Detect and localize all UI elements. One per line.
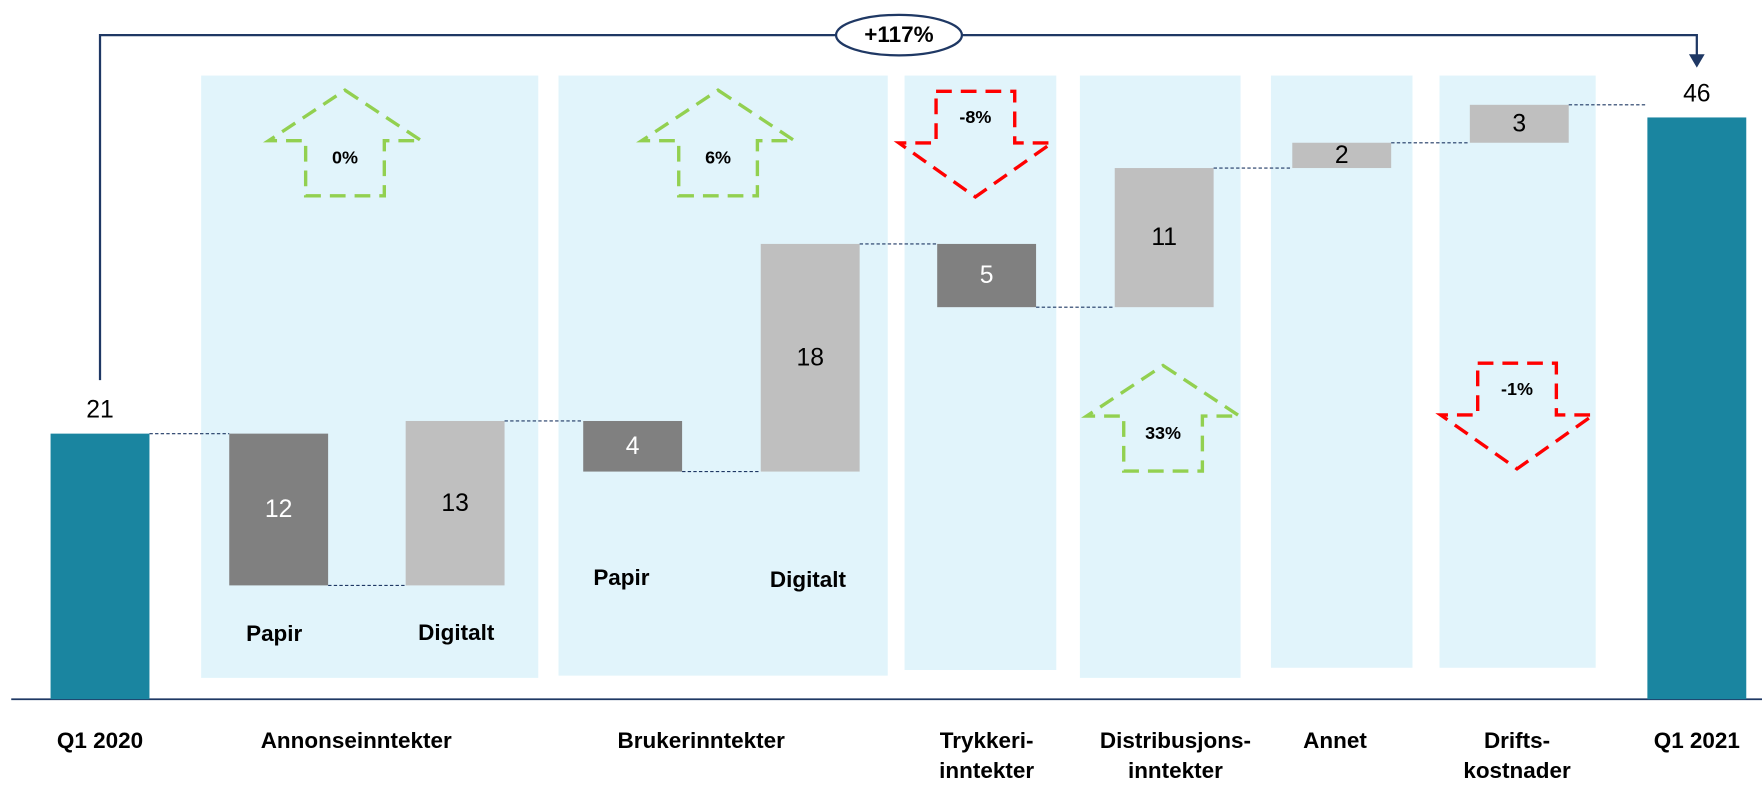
category-label: inntekter [939,758,1034,783]
change-arrow [1435,361,1599,471]
change-label: 0% [332,147,358,167]
value-label: 2 [1335,142,1349,169]
category-label: inntekter [1128,758,1223,783]
bar [229,433,329,586]
value-label: 21 [86,397,114,424]
category-label: kostnader [1463,758,1571,783]
change-arrow [1081,363,1246,473]
sublabel: Papir [246,621,302,646]
value-label: 12 [265,496,293,523]
annotation-arrowhead [1688,54,1705,68]
bar [405,420,505,586]
category-label: Q1 2021 [1654,728,1740,753]
panel [1079,75,1241,678]
category-label: Q1 2020 [57,728,143,753]
bar [1292,142,1392,169]
change-label: -8% [959,107,991,127]
value-label: 4 [626,433,640,460]
category-label: Annet [1303,728,1367,753]
annotation: +117% [864,22,933,47]
panel [1439,75,1596,668]
bar [1114,168,1214,308]
category-label: Annonseinntekter [261,728,452,753]
change-label: 33% [1145,423,1181,443]
value-label: 5 [980,262,994,289]
value-label: 13 [441,490,469,517]
panel [1270,75,1413,668]
value-label: 11 [1151,224,1177,251]
sublabel: Digitalt [770,567,847,592]
panel [201,75,539,678]
category-label: Drifts- [1484,728,1550,753]
bar [1469,104,1569,143]
bar [760,243,860,472]
bar [1647,117,1747,700]
bar [50,433,150,700]
category-label: Distribusjons- [1100,728,1251,753]
change-arrow [262,88,427,198]
value-label: 18 [796,344,823,371]
value-label: 46 [1683,81,1711,108]
value-label: 3 [1512,110,1526,137]
bar [583,420,683,472]
category-label: Trykkeri- [940,728,1034,753]
panel [904,75,1057,671]
change-label: 6% [705,147,731,167]
change-label: -1% [1501,379,1533,399]
category-label: Brukerinntekter [618,728,786,753]
sublabel: Digitalt [418,620,495,645]
bar [937,243,1037,308]
change-arrow [893,89,1058,199]
change-arrow [636,88,801,198]
annotation-oval [834,13,964,57]
sublabel: Papir [593,565,649,590]
